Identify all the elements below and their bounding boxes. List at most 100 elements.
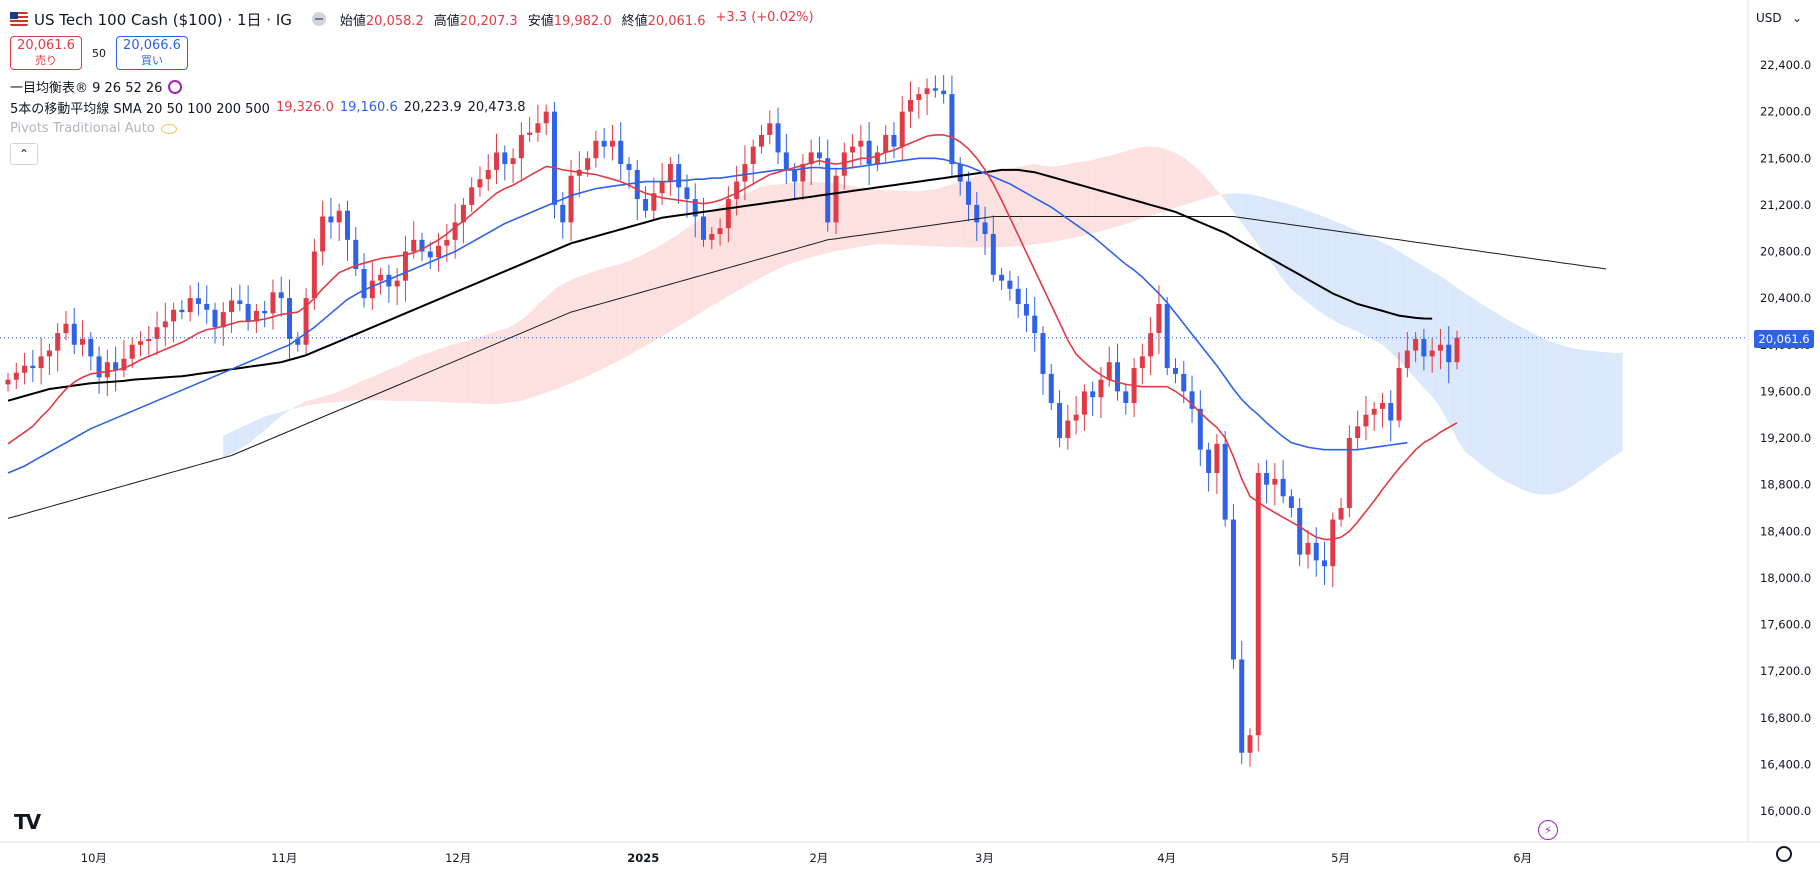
y-tick-label: 17,200.0 [1760, 664, 1811, 678]
kumo-cloud-segment [662, 239, 671, 337]
symbol-title[interactable]: US Tech 100 Cash ($100) · 1日 · IG [34, 10, 292, 29]
kumo-cloud-segment [612, 263, 621, 364]
kumo-cloud-segment [1341, 223, 1350, 328]
kumo-cloud-segment [1034, 164, 1043, 245]
high-label: 高値 [433, 13, 460, 29]
candle-body [1264, 472, 1270, 485]
kumo-cloud-segment [860, 187, 870, 247]
open-value: 20,058.2 [365, 13, 424, 29]
kumo-cloud-segment [753, 186, 762, 282]
currency-selector[interactable]: USD ⌄ [1750, 6, 1808, 30]
candle-body [1247, 735, 1253, 753]
candle-body [1239, 659, 1245, 753]
tradingview-logo[interactable]: TV [14, 810, 41, 834]
candle-body [667, 164, 673, 182]
kumo-cloud-segment [736, 194, 745, 292]
kumo-cloud-segment [496, 329, 505, 405]
candle-body [709, 234, 715, 240]
candle-body [1106, 362, 1112, 380]
kumo-cloud-segment [1572, 348, 1582, 486]
candle-body [899, 111, 905, 147]
kumo-cloud-segment [1423, 266, 1433, 397]
refresh-icon[interactable] [168, 79, 183, 94]
lightning-icon[interactable]: ⚡ [1538, 820, 1558, 840]
candle-body [38, 356, 44, 369]
candle-body [1280, 478, 1286, 497]
candle-body [1454, 337, 1460, 363]
low-label: 安値 [527, 13, 554, 29]
market-status-icon[interactable] [311, 12, 326, 26]
candle-body [1330, 519, 1336, 567]
candle-body [949, 94, 955, 165]
ma-indicator[interactable]: 5本の移動平均線 SMA 20 50 100 200 500 19,326.0 … [10, 97, 814, 118]
candle-body [883, 134, 889, 153]
kumo-cloud-segment [1415, 261, 1424, 388]
y-tick-label: 20,400.0 [1760, 291, 1811, 305]
candle-body [1015, 288, 1021, 304]
kumo-cloud-segment [1109, 153, 1118, 229]
candle-body [808, 152, 814, 165]
candle-body [767, 123, 773, 135]
candle-body [874, 152, 880, 165]
candle-body [601, 140, 607, 147]
candle-body [212, 309, 218, 328]
sell-button[interactable]: 20,061.6 売り [10, 36, 82, 70]
buy-label: 買い [141, 54, 163, 67]
kumo-cloud-segment [1076, 161, 1085, 238]
candle-body [634, 169, 640, 200]
candle-body [1222, 443, 1228, 520]
kumo-cloud-segment [455, 341, 464, 403]
kumo-cloud-segment [1100, 155, 1110, 232]
kumo-cloud-segment [893, 190, 903, 245]
candle-body [800, 164, 806, 182]
kumo-cloud-segment [778, 183, 787, 269]
close-value: 20,061.6 [647, 13, 706, 29]
candle-body [5, 379, 11, 385]
kumo-cloud-segment [1291, 205, 1300, 297]
candle-body [1404, 350, 1410, 369]
candle-body [1421, 338, 1427, 357]
kumo-cloud-segment [1307, 210, 1317, 310]
candle-body [924, 88, 930, 95]
candle-body [1023, 303, 1029, 316]
candle-body [651, 193, 657, 211]
candle-body [1148, 333, 1154, 357]
candle-body [162, 321, 168, 328]
candle-body [427, 251, 433, 258]
chevron-up-icon: ⌃ [18, 147, 30, 161]
collapse-legend-button[interactable]: ⌃ [10, 143, 38, 165]
kumo-cloud-segment [1564, 345, 1573, 491]
kumo-cloud-segment [504, 325, 514, 404]
ichimoku-indicator[interactable]: 一目均衡表® 9 26 52 26 [10, 76, 814, 97]
candle-body [990, 234, 996, 275]
buy-button[interactable]: 20,066.6 買い [116, 36, 188, 70]
settings-gear-icon[interactable] [1776, 846, 1792, 862]
candle-body [220, 312, 226, 328]
kumo-cloud-segment [678, 228, 687, 327]
kumo-cloud-segment [223, 431, 232, 459]
kumo-cloud-segment [1067, 162, 1077, 240]
kumo-cloud-segment [587, 270, 596, 377]
y-tick-label: 22,400.0 [1760, 58, 1811, 72]
candle-body [932, 88, 938, 91]
kumo-cloud-segment [1009, 166, 1019, 247]
candle-body [485, 169, 491, 180]
hidden-eye-icon[interactable] [160, 123, 177, 134]
buy-price: 20,066.6 [123, 38, 181, 53]
kumo-cloud-segment [1523, 328, 1532, 493]
kumo-cloud-segment [571, 276, 580, 384]
candle-body [1172, 368, 1178, 374]
candle-body [618, 140, 624, 165]
kumo-cloud-segment [554, 284, 563, 390]
kumo-cloud-segment [1332, 220, 1342, 325]
kumo-cloud-segment [1200, 171, 1209, 200]
kumo-cloud-segment [438, 346, 447, 403]
kumo-cloud-segment [1382, 242, 1391, 353]
candle-body [1322, 560, 1328, 567]
candle-body [361, 268, 367, 299]
kumo-cloud-segment [844, 184, 853, 250]
pivots-indicator[interactable]: Pivots Traditional Auto [10, 118, 814, 139]
kumo-cloud-segment [1167, 149, 1176, 211]
candle-body [229, 300, 235, 313]
